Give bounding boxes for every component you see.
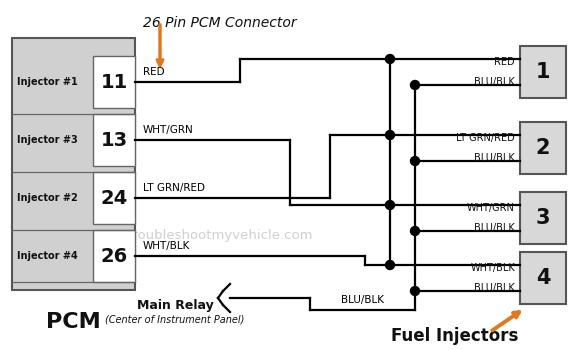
- Bar: [93, 114, 135, 166]
- Text: Injector #2: Injector #2: [17, 193, 78, 203]
- Text: 2: 2: [536, 138, 550, 158]
- Text: (Center of Instrument Panel): (Center of Instrument Panel): [106, 315, 245, 325]
- Text: 11: 11: [100, 72, 128, 91]
- Circle shape: [386, 260, 394, 270]
- Text: WHT/GRN: WHT/GRN: [143, 125, 194, 135]
- Text: 26: 26: [100, 246, 128, 266]
- Circle shape: [386, 131, 394, 140]
- Text: WHT/GRN: WHT/GRN: [467, 203, 515, 213]
- Bar: [520, 252, 566, 304]
- Bar: [93, 172, 135, 224]
- Text: BLU/BLK: BLU/BLK: [474, 77, 515, 87]
- Text: Injector #3: Injector #3: [17, 135, 78, 145]
- Text: Main Relay: Main Relay: [137, 299, 213, 312]
- Text: 13: 13: [100, 131, 128, 149]
- Text: BLU/BLK: BLU/BLK: [474, 223, 515, 233]
- Bar: [93, 230, 135, 282]
- Circle shape: [411, 80, 419, 90]
- Circle shape: [386, 55, 394, 63]
- Text: LT GRN/RED: LT GRN/RED: [143, 183, 205, 193]
- Text: BLU/BLK: BLU/BLK: [474, 283, 515, 293]
- Text: RED: RED: [494, 57, 515, 67]
- Bar: [520, 192, 566, 244]
- Bar: [520, 46, 566, 98]
- Text: PCM: PCM: [46, 312, 101, 332]
- Text: 3: 3: [536, 208, 550, 228]
- Bar: [93, 56, 135, 108]
- Text: RED: RED: [143, 67, 165, 77]
- Circle shape: [411, 226, 419, 236]
- Circle shape: [386, 201, 394, 210]
- Text: 26 Pin PCM Connector: 26 Pin PCM Connector: [143, 16, 297, 30]
- Text: 4: 4: [536, 268, 550, 288]
- Text: BLU/BLK: BLU/BLK: [474, 153, 515, 163]
- Text: Injector #1: Injector #1: [17, 77, 78, 87]
- Text: Fuel Injectors: Fuel Injectors: [392, 327, 519, 345]
- Text: troubleshootmyvehicle.com: troubleshootmyvehicle.com: [127, 229, 313, 241]
- Bar: [12, 38, 135, 290]
- Text: WHT/BLK: WHT/BLK: [470, 263, 515, 273]
- Circle shape: [411, 287, 419, 295]
- Text: BLU/BLK: BLU/BLK: [340, 295, 383, 305]
- Text: WHT/BLK: WHT/BLK: [143, 241, 190, 251]
- Text: Injector #4: Injector #4: [17, 251, 78, 261]
- Text: LT GRN/RED: LT GRN/RED: [456, 133, 515, 143]
- Bar: [520, 122, 566, 174]
- Text: 24: 24: [100, 189, 128, 208]
- Circle shape: [411, 156, 419, 166]
- Text: 1: 1: [536, 62, 550, 82]
